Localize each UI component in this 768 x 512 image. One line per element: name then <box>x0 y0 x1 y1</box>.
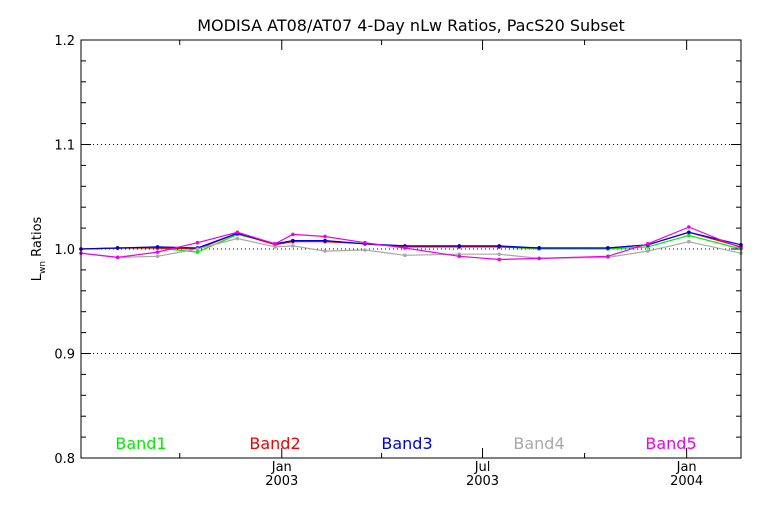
y-tick-label: 1.1 <box>54 139 75 154</box>
data-point-band4 <box>363 248 367 252</box>
x-tick-label-year: 2004 <box>670 474 703 489</box>
data-point-band4 <box>291 244 295 248</box>
data-point-band5 <box>363 240 367 245</box>
data-point-band3 <box>291 238 295 243</box>
data-point-band4 <box>195 247 200 251</box>
legend-item-band4: Band4 <box>513 434 564 453</box>
data-point-band4 <box>687 239 691 244</box>
data-point-band4 <box>646 249 650 253</box>
data-point-band4 <box>403 253 407 258</box>
y-axis-label-rest: Ratios <box>30 216 45 261</box>
x-tick-label-month: Jan <box>271 460 292 475</box>
y-axis-label-main: L <box>30 273 45 281</box>
data-point-band1 <box>687 233 691 238</box>
data-point-band5 <box>273 241 277 246</box>
data-point-band3 <box>606 246 610 250</box>
data-point-band1 <box>195 250 200 254</box>
y-tick-label: 0.9 <box>54 348 75 363</box>
legend: Band1 Band2 Band3 Band4 Band5 <box>115 434 696 453</box>
y-axis-label: Lwn Ratios <box>30 216 48 281</box>
data-point-band5 <box>291 232 295 237</box>
data-point-band3 <box>497 244 501 248</box>
data-point-band5 <box>497 257 501 262</box>
data-point-band3 <box>457 244 462 248</box>
x-tick-label-year: 2003 <box>265 474 298 489</box>
y-tick-labels: 0.8 0.9 1.0 1.1 1.2 <box>54 34 75 467</box>
legend-item-band1: Band1 <box>115 434 166 453</box>
svg-text:Lwn Ratios: Lwn Ratios <box>30 216 48 281</box>
data-point-band5 <box>537 256 541 261</box>
data-point-band5 <box>687 225 691 229</box>
y-tick-label: 1.0 <box>54 243 75 258</box>
data-point-band5 <box>235 230 240 235</box>
x-tick-label-month: Jul <box>474 460 491 475</box>
data-point-band4 <box>323 249 327 253</box>
data-point-band4 <box>235 236 240 241</box>
data-point-band5 <box>646 241 650 246</box>
data-point-band3 <box>115 246 120 250</box>
data-point-band4 <box>155 254 160 259</box>
y-axis-label-subscript: wn <box>38 261 48 274</box>
data-point-band3 <box>537 246 541 250</box>
legend-item-band5: Band5 <box>645 434 696 453</box>
y-tick-label: 0.8 <box>54 452 75 467</box>
data-point-band3 <box>687 230 691 235</box>
legend-item-band3: Band3 <box>381 434 432 453</box>
data-point-band3 <box>323 238 327 243</box>
data-point-band4 <box>273 245 277 249</box>
data-point-band4 <box>497 252 501 257</box>
data-point-band5 <box>606 254 610 259</box>
data-point-band5 <box>195 240 200 245</box>
chart-title: MODISA AT08/AT07 4-Day nLw Ratios, PacS2… <box>197 16 625 35</box>
legend-item-band2: Band2 <box>249 434 300 453</box>
data-point-band5 <box>323 234 327 239</box>
x-tick-label-year: 2003 <box>466 474 499 489</box>
data-point-band5 <box>155 250 160 254</box>
data-point-band3 <box>155 245 160 249</box>
y-tick-label: 1.2 <box>54 34 75 49</box>
data-point-band5 <box>403 246 407 250</box>
data-point-band5 <box>457 254 462 259</box>
series-layer <box>79 225 743 262</box>
x-tick-label-month: Jan <box>676 460 697 475</box>
plot-frame <box>80 39 742 459</box>
data-point-band5 <box>115 255 120 260</box>
